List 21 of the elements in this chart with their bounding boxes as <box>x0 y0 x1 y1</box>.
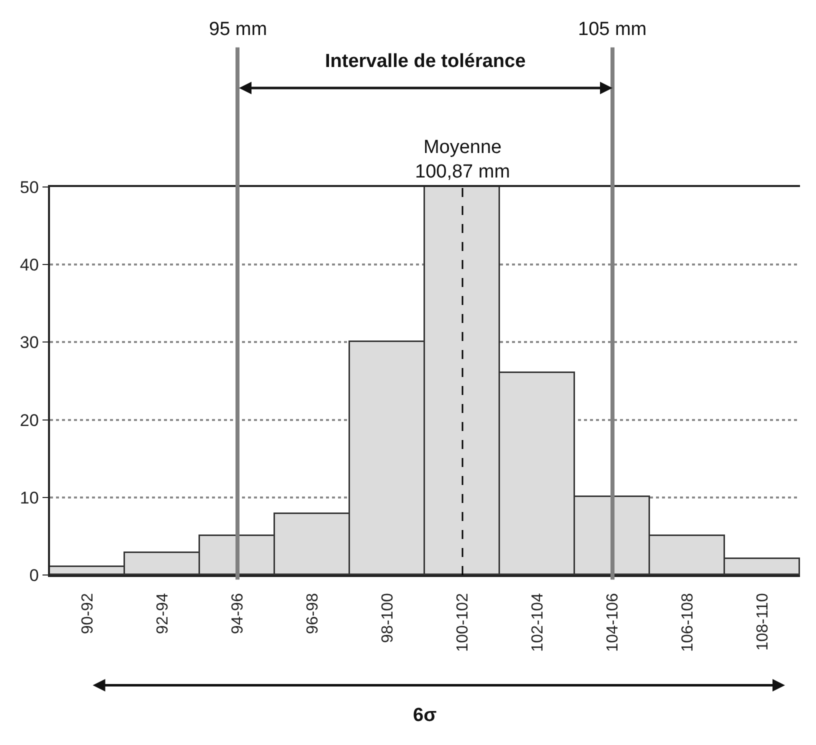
text: 6σ <box>413 705 437 726</box>
x-tick-label: 94-96 <box>230 593 247 634</box>
x-tick-label: 108-110 <box>754 593 772 651</box>
x-tick-label: 90-92 <box>80 593 97 634</box>
y-tick-label: 40 <box>20 256 39 275</box>
x-tick-label: 98-100 <box>380 593 397 643</box>
x-tick-label: 104-106 <box>604 593 622 652</box>
x-tick-label: 92-94 <box>154 593 172 634</box>
x-tick-label: 100-102 <box>454 593 472 652</box>
y-tick-label: 50 <box>20 178 39 197</box>
y-tick-label: 30 <box>20 333 39 352</box>
ref-line-label: 105 mm <box>578 19 647 40</box>
text: Intervalle de tolérance <box>325 51 526 72</box>
ref-line-label: Moyenne 100,87 mm <box>415 137 510 183</box>
ref-line-label: 95 mm <box>209 19 268 40</box>
x-tick-label: 102-104 <box>530 593 547 652</box>
y-tick-label: 20 <box>20 410 39 430</box>
y-tick-label: 10 <box>20 488 39 508</box>
x-tick-label: 96-98 <box>304 593 322 634</box>
x-tick-label: 106-108 <box>680 593 697 652</box>
y-tick-label: 0 <box>29 566 39 585</box>
